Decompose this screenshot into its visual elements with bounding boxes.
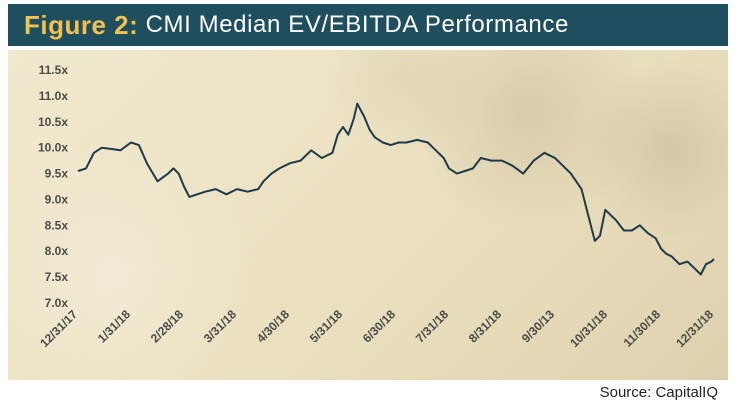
x-tick-label: 11/30/18 <box>621 307 664 350</box>
source-note: Source: CapitalIQ <box>599 384 718 401</box>
y-axis: 7.0x 7.5x 8.0x 8.5x 9.0x 9.5x 10.0x 10.5x 11.0x 1… <box>38 63 68 310</box>
series-line <box>77 102 715 276</box>
x-tick-label: 3/31/18 <box>201 307 239 345</box>
x-tick-label: 8/31/18 <box>466 307 504 345</box>
y-tick-label: 7.5x <box>45 270 69 284</box>
x-tick-label: 9/30/13 <box>519 307 557 345</box>
y-tick-label: 7.0x <box>45 296 69 310</box>
chart-panel: 7.0x 7.5x 8.0x 8.5x 9.0x 9.5x 10.0x 10.5x 11.0x 1… <box>8 50 728 380</box>
x-tick-label: 4/30/18 <box>254 307 292 345</box>
y-tick-label: 10.0x <box>38 141 68 155</box>
x-tick-label: 7/31/18 <box>413 307 451 345</box>
x-tick-label: 1/31/18 <box>95 307 133 345</box>
x-tick-label: 10/31/18 <box>567 307 610 350</box>
x-tick-label: 6/30/18 <box>360 307 398 345</box>
background-texture <box>8 50 728 380</box>
y-tick-label: 9.5x <box>45 167 69 181</box>
series-layer <box>77 102 715 276</box>
figure-title-text: CMI Median EV/EBITDA Performance <box>145 11 569 38</box>
y-tick-label: 11.0x <box>39 89 69 103</box>
y-tick-label: 8.0x <box>45 244 69 258</box>
figure-label: Figure 2: <box>24 9 139 40</box>
figure-title: CMI Median EV/EBITDA Performance <box>138 11 569 39</box>
y-tick-label: 9.0x <box>45 192 69 206</box>
x-tick-label: 2/28/18 <box>148 307 186 345</box>
x-axis: 12/31/17 1/31/18 2/28/18 3/31/18 4/30/18 5/31… <box>37 307 716 350</box>
y-tick-label: 8.5x <box>45 218 69 232</box>
x-tick-label: 12/31/17 <box>37 307 80 350</box>
line-chart: 7.0x 7.5x 8.0x 8.5x 9.0x 9.5x 10.0x 10.5x 11.0x 1… <box>37 63 716 350</box>
x-tick-label: 12/31/18 <box>673 307 716 350</box>
y-tick-label: 10.5x <box>38 115 68 129</box>
y-tick-label: 11.5x <box>39 63 69 77</box>
figure-banner: Figure 2: CMI Median EV/EBITDA Performan… <box>8 4 728 46</box>
x-tick-label: 5/31/18 <box>307 307 345 345</box>
